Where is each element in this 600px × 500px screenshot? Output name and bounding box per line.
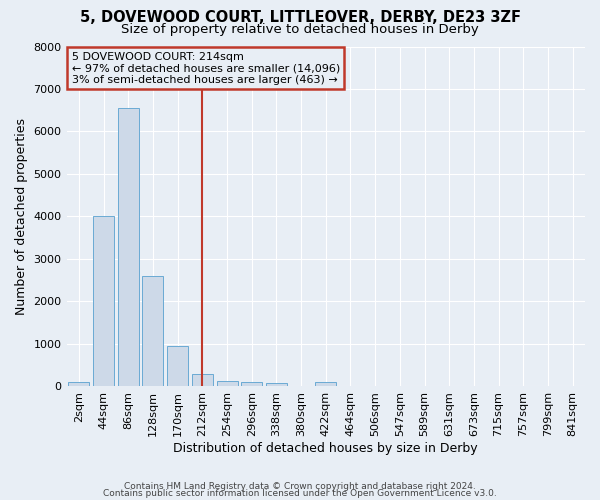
Bar [142,276,163,386]
Bar [68,382,89,386]
Text: 5, DOVEWOOD COURT, LITTLEOVER, DERBY, DE23 3ZF: 5, DOVEWOOD COURT, LITTLEOVER, DERBY, DE… [79,10,521,25]
Bar [192,374,213,386]
X-axis label: Distribution of detached houses by size in Derby: Distribution of detached houses by size … [173,442,478,455]
Bar [118,108,139,386]
Bar [217,381,238,386]
Bar [315,382,336,386]
Text: Contains HM Land Registry data © Crown copyright and database right 2024.: Contains HM Land Registry data © Crown c… [124,482,476,491]
Text: Size of property relative to detached houses in Derby: Size of property relative to detached ho… [121,22,479,36]
Text: Contains public sector information licensed under the Open Government Licence v3: Contains public sector information licen… [103,490,497,498]
Bar [241,382,262,386]
Bar [93,216,114,386]
Text: 5 DOVEWOOD COURT: 214sqm
← 97% of detached houses are smaller (14,096)
3% of sem: 5 DOVEWOOD COURT: 214sqm ← 97% of detach… [72,52,340,85]
Bar [266,382,287,386]
Bar [167,346,188,387]
Y-axis label: Number of detached properties: Number of detached properties [15,118,28,315]
